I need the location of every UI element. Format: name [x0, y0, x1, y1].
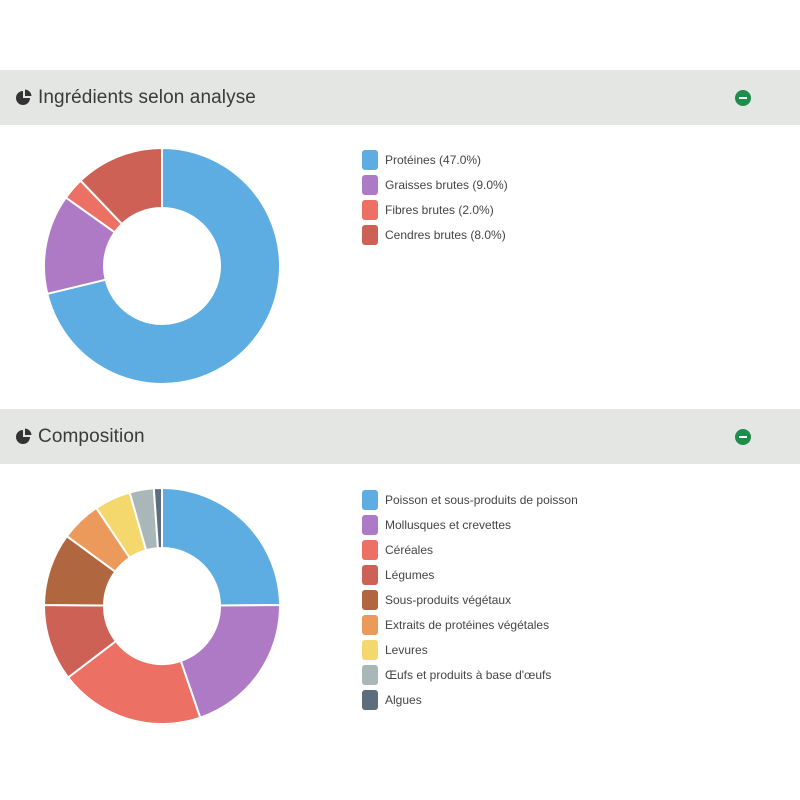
- legend-item[interactable]: Céréales: [362, 537, 578, 562]
- pie-chart-icon: [16, 89, 32, 105]
- legend-swatch: [362, 689, 378, 710]
- panel-header-ingredients: Ingrédients selon analyse: [0, 70, 800, 125]
- legend-ingredients: Protéines (47.0%) Graisses brutes (9.0%) F…: [362, 147, 508, 247]
- legend-label: Algues: [385, 692, 422, 707]
- legend-item[interactable]: Algues: [362, 687, 578, 712]
- donut-slice-1[interactable]: [46, 146, 281, 385]
- legend-swatch: [362, 514, 378, 535]
- panel-header-composition: Composition: [0, 409, 800, 464]
- legend-item[interactable]: Légumes: [362, 562, 578, 587]
- legend-swatch: [362, 539, 378, 560]
- pie-chart-icon: [16, 428, 32, 444]
- legend-swatch: [362, 589, 378, 610]
- legend-label: Fibres brutes (2.0%): [385, 202, 494, 217]
- legend-item[interactable]: Extraits de protéines végétales: [362, 612, 578, 637]
- donut-chart-ingredients: [43, 146, 281, 385]
- legend-label: Protéines (47.0%): [385, 152, 482, 167]
- legend-item[interactable]: Protéines (47.0%): [362, 147, 508, 172]
- donut-slice-3[interactable]: [66, 639, 202, 725]
- legend-item[interactable]: Fibres brutes (2.0%): [362, 197, 508, 222]
- legend-swatch: [362, 224, 378, 245]
- legend-composition: Poisson et sous-produits de poisson Mollu…: [362, 487, 578, 712]
- legend-label: Céréales: [385, 542, 434, 557]
- legend-item[interactable]: Graisses brutes (9.0%): [362, 172, 508, 197]
- legend-label: Extraits de protéines végétales: [385, 617, 550, 632]
- legend-swatch: [362, 564, 378, 585]
- legend-item[interactable]: Œufs et produits à base d'œufs: [362, 662, 578, 687]
- donut-slice-9[interactable]: [152, 486, 163, 550]
- legend-label: Sous-produits végétaux: [385, 592, 512, 607]
- legend-item[interactable]: Mollusques et crevettes: [362, 512, 578, 537]
- legend-label: Poisson et sous-produits de poisson: [385, 492, 578, 507]
- legend-swatch: [362, 199, 378, 220]
- legend-swatch: [362, 489, 378, 510]
- legend-label: Mollusques et crevettes: [385, 517, 512, 532]
- legend-item[interactable]: Levures: [362, 637, 578, 662]
- legend-label: Œufs et produits à base d'œufs: [385, 667, 552, 682]
- legend-item[interactable]: Sous-produits végétaux: [362, 587, 578, 612]
- legend-label: Graisses brutes (9.0%): [385, 177, 508, 192]
- donut-slice-4[interactable]: [79, 146, 163, 226]
- panel-title: Ingrédients selon analyse: [38, 86, 256, 108]
- donut-chart-composition: [42, 486, 282, 725]
- legend-label: Cendres brutes (8.0%): [385, 227, 506, 242]
- donut-slice-1[interactable]: [161, 486, 282, 607]
- legend-item[interactable]: Poisson et sous-produits de poisson: [362, 487, 578, 512]
- minus-circle-icon[interactable]: [735, 428, 751, 445]
- minus-circle-icon[interactable]: [735, 89, 751, 106]
- legend-swatch: [362, 639, 378, 660]
- legend-swatch: [362, 614, 378, 635]
- legend-swatch: [362, 149, 378, 170]
- legend-swatch: [362, 664, 378, 685]
- legend-label: Levures: [385, 642, 428, 657]
- legend-swatch: [362, 174, 378, 195]
- legend-label: Légumes: [385, 567, 435, 582]
- donut-slice-2[interactable]: [179, 603, 281, 719]
- panel-title: Composition: [38, 425, 145, 447]
- legend-item[interactable]: Cendres brutes (8.0%): [362, 222, 508, 247]
